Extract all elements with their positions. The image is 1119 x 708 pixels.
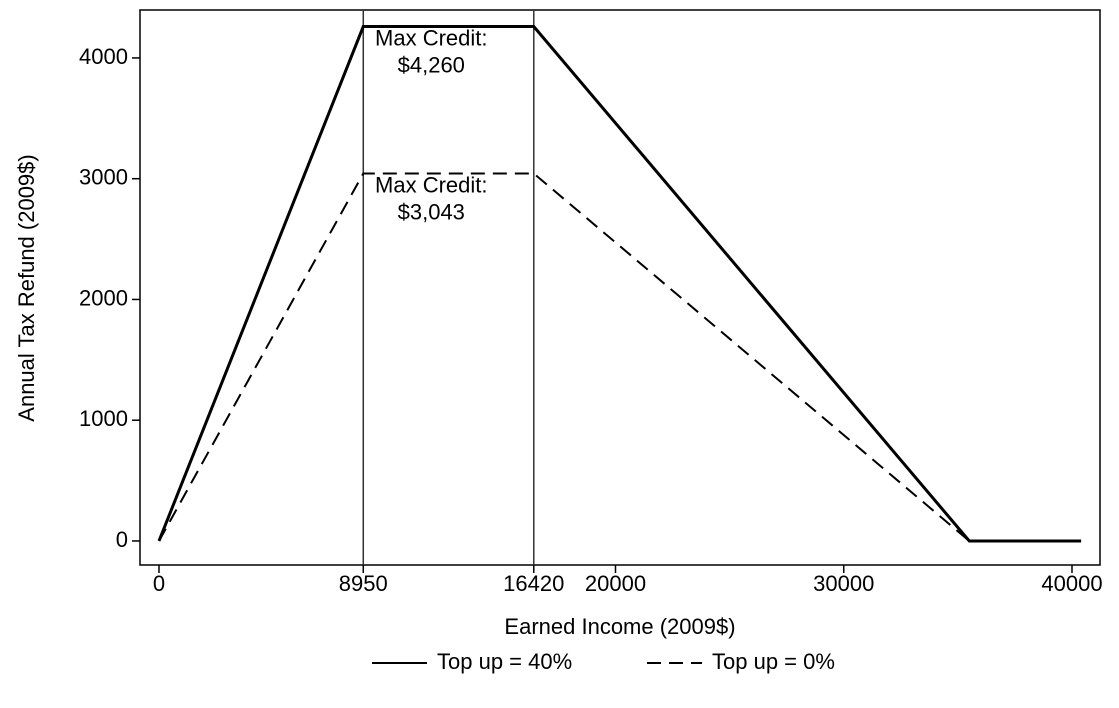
x-axis-title: Earned Income (2009$) (504, 614, 735, 639)
x-tick-label: 30000 (813, 571, 874, 596)
x-tick-label: 0 (153, 571, 165, 596)
y-tick-label: 0 (116, 527, 128, 552)
y-tick-label: 1000 (79, 406, 128, 431)
y-tick-label: 2000 (79, 285, 128, 310)
annotation: Max Credit: (375, 25, 487, 50)
y-tick-label: 3000 (79, 165, 128, 190)
series-line (158, 172, 1082, 542)
x-tick-label: 16420 (503, 571, 564, 596)
annotation: $4,260 (398, 52, 465, 77)
annotation: Max Credit: (375, 172, 487, 197)
y-tick-label: 4000 (79, 44, 128, 69)
x-tick-label: 8950 (339, 571, 388, 596)
x-tick-label: 40000 (1041, 571, 1102, 596)
legend-label: Top up = 0% (712, 649, 835, 674)
plot-frame (139, 9, 1101, 566)
annotation: $3,043 (398, 199, 465, 224)
series-line (157, 25, 1082, 543)
y-axis-title: Annual Tax Refund (2009$) (14, 154, 39, 421)
x-tick-label: 20000 (585, 571, 646, 596)
legend-label: Top up = 40% (437, 649, 572, 674)
